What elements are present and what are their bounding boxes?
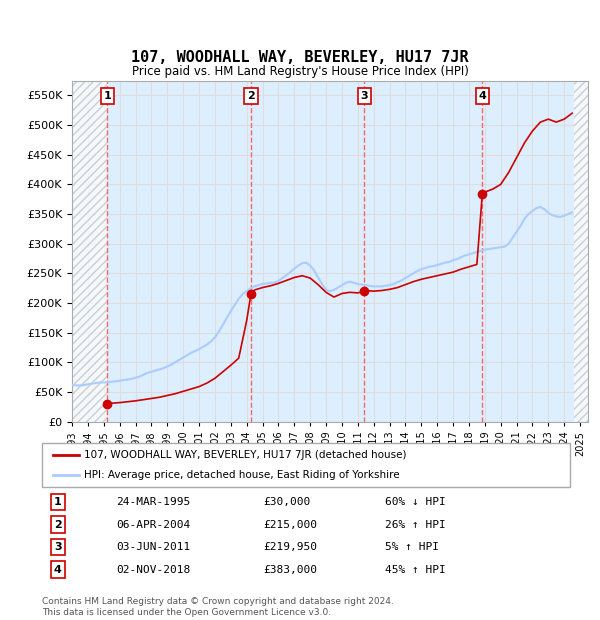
FancyBboxPatch shape: [42, 443, 570, 487]
Text: 107, WOODHALL WAY, BEVERLEY, HU17 7JR: 107, WOODHALL WAY, BEVERLEY, HU17 7JR: [131, 50, 469, 65]
Text: 4: 4: [54, 565, 62, 575]
Text: 1: 1: [103, 91, 111, 101]
Text: Price paid vs. HM Land Registry's House Price Index (HPI): Price paid vs. HM Land Registry's House …: [131, 64, 469, 78]
Text: £215,000: £215,000: [264, 520, 318, 529]
Text: £219,950: £219,950: [264, 542, 318, 552]
Text: 45% ↑ HPI: 45% ↑ HPI: [385, 565, 446, 575]
Text: £30,000: £30,000: [264, 497, 311, 507]
Text: HPI: Average price, detached house, East Riding of Yorkshire: HPI: Average price, detached house, East…: [84, 469, 400, 479]
Text: 2: 2: [54, 520, 62, 529]
Text: 03-JUN-2011: 03-JUN-2011: [116, 542, 190, 552]
Text: 4: 4: [478, 91, 486, 101]
Text: 2: 2: [247, 91, 255, 101]
Text: 24-MAR-1995: 24-MAR-1995: [116, 497, 190, 507]
Text: 26% ↑ HPI: 26% ↑ HPI: [385, 520, 446, 529]
Text: 60% ↓ HPI: 60% ↓ HPI: [385, 497, 446, 507]
Text: 5% ↑ HPI: 5% ↑ HPI: [385, 542, 439, 552]
Text: 06-APR-2004: 06-APR-2004: [116, 520, 190, 529]
Text: Contains HM Land Registry data © Crown copyright and database right 2024.
This d: Contains HM Land Registry data © Crown c…: [42, 598, 394, 617]
Text: 1: 1: [54, 497, 62, 507]
Text: £383,000: £383,000: [264, 565, 318, 575]
Text: 02-NOV-2018: 02-NOV-2018: [116, 565, 190, 575]
Text: 3: 3: [361, 91, 368, 101]
Text: 107, WOODHALL WAY, BEVERLEY, HU17 7JR (detached house): 107, WOODHALL WAY, BEVERLEY, HU17 7JR (d…: [84, 451, 407, 461]
Text: 3: 3: [54, 542, 62, 552]
